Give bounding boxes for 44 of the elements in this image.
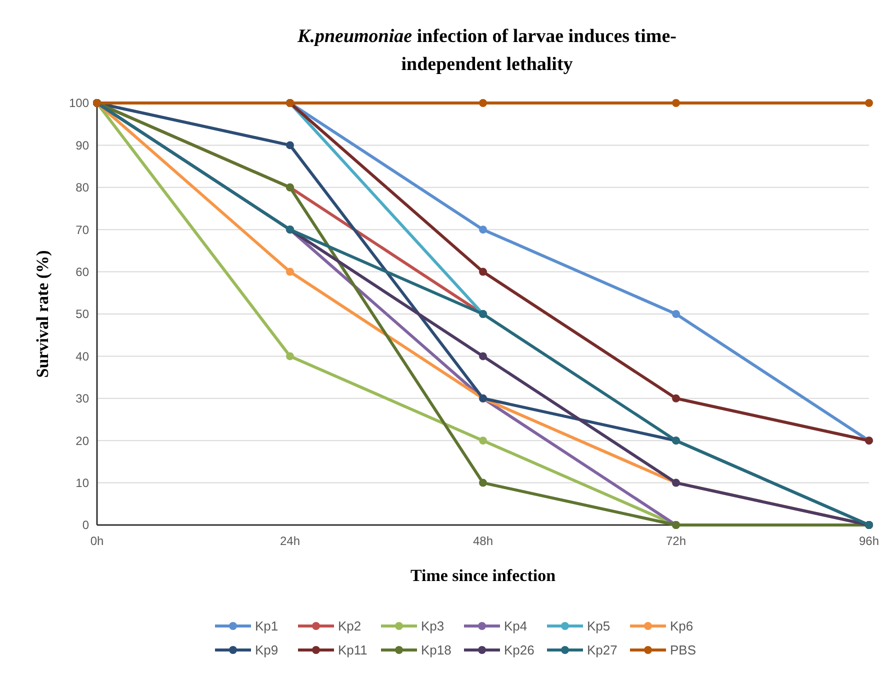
point	[479, 478, 487, 487]
y-tick-label: 10	[76, 476, 90, 490]
point	[672, 310, 680, 318]
point	[286, 141, 294, 150]
x-tick-label: 48h	[472, 534, 494, 548]
point	[479, 99, 487, 107]
y-tick-label: 20	[76, 434, 90, 448]
legend-label: Kp11	[338, 642, 368, 658]
y-tick-label: 90	[76, 138, 90, 152]
y-tick-label: 40	[76, 349, 90, 364]
x-tick-label: 24h	[280, 534, 300, 548]
point	[672, 394, 680, 402]
x-axis-title: Time since infection	[410, 566, 556, 585]
point	[479, 226, 487, 234]
y-axis-title: Survival rate (%)	[33, 250, 52, 378]
y-tick-label: 0	[82, 518, 90, 532]
legend-label: Kp5	[587, 618, 610, 634]
x-tick-label: 96h	[858, 534, 880, 548]
legend-label: Kp27	[587, 642, 618, 658]
y-tick-label: 60	[76, 265, 90, 279]
point	[865, 99, 873, 107]
point	[672, 99, 680, 107]
legend-label: Kp18	[421, 642, 452, 658]
legend-label: Kp9	[255, 642, 278, 658]
point	[286, 268, 294, 276]
point	[479, 352, 487, 360]
point	[286, 352, 294, 360]
y-tick-label: 30	[76, 392, 90, 406]
chart-title: K.pneumoniae infection of larvae induces time-independent lethality	[296, 26, 676, 75]
legend-label: Kp6	[670, 618, 694, 634]
y-tick-label: 50	[76, 307, 90, 322]
point	[479, 268, 487, 276]
y-tick-label: 100	[68, 96, 90, 110]
legend-label: PBS	[670, 642, 696, 658]
legend-label: Kp2	[338, 618, 362, 634]
y-tick-label: 80	[76, 180, 90, 195]
legend-label: Kp3	[421, 618, 444, 634]
x-tick-label: 0h	[90, 534, 104, 548]
legend-label: Kp26	[504, 642, 534, 658]
legend-label: Kp1	[255, 618, 278, 634]
point	[479, 436, 487, 445]
y-tick-label: 70	[76, 222, 90, 237]
legend-label: Kp4	[504, 618, 528, 634]
x-tick-label: 72h	[666, 534, 686, 548]
